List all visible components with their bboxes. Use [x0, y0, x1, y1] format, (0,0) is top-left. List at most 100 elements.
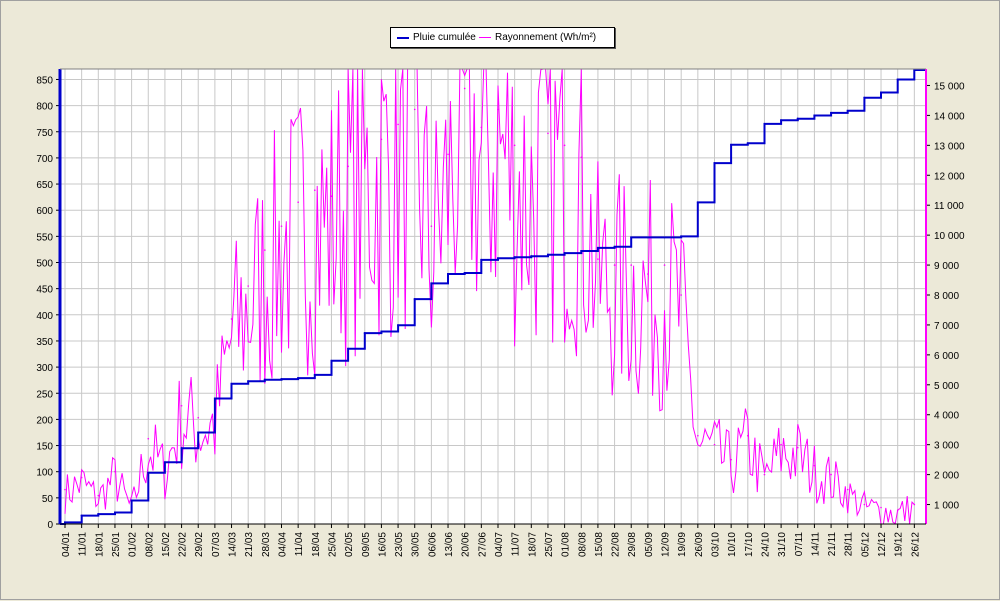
x-tick-label: 22/02: [178, 532, 189, 557]
x-tick-label: 11/04: [294, 532, 305, 557]
x-tick-label: 24/10: [760, 532, 771, 557]
y-left-tick-label: 600: [36, 206, 53, 217]
pluie-cumulee-point: [213, 397, 216, 400]
y-left-tick-label: 200: [36, 415, 53, 426]
x-tick-label: 25/01: [111, 532, 122, 557]
rayonnement-point: [796, 446, 799, 449]
pluie-cumulee-point: [447, 273, 450, 276]
x-tick-label: 04/01: [61, 532, 72, 557]
grid-lines: [60, 69, 926, 525]
y-right-tick-label: 12 000: [934, 171, 965, 182]
pluie-cumulee-point: [463, 271, 466, 274]
pluie-cumulee-point: [830, 111, 833, 114]
rayonnement-point: [663, 264, 666, 266]
rayonnement-point: [597, 258, 599, 260]
pluie-cumulee-point: [230, 382, 233, 385]
pluie-cumulee-point: [596, 246, 599, 249]
pluie-cumulee-point: [846, 109, 849, 112]
rayonnement-point: [680, 294, 682, 296]
pluie-cumulee-point: [313, 373, 316, 376]
pluie-cumulee-point: [97, 513, 100, 516]
pluie-cumulee-point: [630, 236, 633, 239]
x-tick-label: 21/03: [244, 532, 255, 557]
rayonnement-point: [530, 165, 533, 168]
y-left-tick-label: 500: [36, 259, 53, 270]
pluie-cumulee-point: [896, 78, 899, 81]
pluie-cumulee-point: [563, 252, 566, 255]
rayonnement-point: [180, 404, 183, 407]
x-tick-label: 26/09: [694, 532, 705, 557]
rayonnement-point: [846, 488, 849, 491]
y-right-tick-label: 11 000: [934, 201, 964, 212]
x-tick-label: 29/02: [194, 532, 205, 557]
rayonnement-point: [880, 506, 882, 509]
x-tick-label: 18/07: [527, 532, 538, 557]
rayonnement-point: [97, 494, 100, 497]
pluie-cumulee-point: [763, 122, 766, 125]
pluie-cumulee-point: [380, 330, 383, 333]
pluie-cumulee-point: [696, 201, 699, 204]
y-right-tick-label: 13 000: [934, 141, 965, 152]
x-tick-label: 08/02: [144, 532, 155, 557]
x-tick-label: 06/06: [427, 532, 438, 557]
pluie-cumulee-point: [163, 461, 166, 464]
x-tick-label: 28/03: [261, 532, 272, 557]
pluie-cumulee-point: [280, 378, 283, 381]
x-tick-label: 28/11: [844, 532, 855, 557]
y-right-tick-label: 15 000: [934, 81, 965, 92]
x-axis-tick-labels: 04/01 11/01 18/01 25/01 01/02 08/02 15/02 22/02…: [61, 532, 921, 557]
pluie-cumulee-point: [496, 257, 499, 260]
rayonnement-point: [330, 195, 333, 198]
x-tick-label: 30/05: [411, 532, 422, 557]
x-tick-label: 09/05: [361, 532, 372, 557]
pluie-cumulee-point: [197, 431, 200, 434]
rayonnement-point: [230, 318, 233, 320]
pluie-cumulee-point: [746, 142, 749, 145]
y-left-tick-label: 550: [36, 232, 53, 243]
rayonnement-point: [480, 126, 483, 129]
rayonnement-point: [114, 470, 116, 473]
rayonnement-point: [430, 225, 433, 227]
pluie-cumulee-point: [147, 471, 150, 474]
x-tick-label: 14/11: [810, 532, 821, 557]
y-left-tick-label: 850: [36, 75, 53, 86]
y-left-tick-label: 350: [36, 337, 53, 348]
y-left-tick-label: 650: [36, 180, 53, 191]
rayonnement-point: [713, 443, 716, 446]
rayonnement-point: [280, 225, 283, 227]
y-right-tick-label: 9 000: [934, 261, 959, 272]
rayonnement-point: [297, 201, 299, 204]
y-left-tick-label: 300: [36, 363, 53, 374]
rayonnement-point: [747, 434, 749, 437]
y-right-tick-label: 7 000: [934, 321, 959, 332]
pluie-cumulee-point: [680, 235, 683, 238]
pluie-cumulee-point: [413, 298, 416, 301]
rayonnement-point: [197, 416, 200, 419]
rayonnement-point: [447, 153, 449, 156]
legend-label-rayonnement: Rayonnement (Wh/m²): [495, 32, 597, 43]
x-tick-label: 10/10: [727, 532, 738, 557]
y-left-tick-label: 400: [36, 311, 53, 322]
rayonnement-point: [413, 108, 416, 111]
x-tick-label: 14/03: [228, 532, 239, 557]
chart-legend: Pluie cumulée Rayonnement (Wh/m²): [390, 27, 615, 48]
x-tick-label: 03/10: [710, 532, 721, 557]
rayonnement-point: [913, 503, 916, 506]
y-axis-right-tick-labels: 1 000 2 000 3 000 4 000 5 000 6 000 7 000 8 000…: [934, 81, 965, 511]
pluie-cumulee-point: [63, 521, 66, 524]
x-tick-label: 20/06: [461, 532, 472, 557]
x-tick-label: 07/03: [211, 532, 222, 557]
rayonnement-point: [613, 264, 616, 266]
y-left-tick-label: 100: [36, 468, 53, 479]
pluie-cumulee-point: [813, 114, 816, 117]
pluie-cumulee-point: [347, 347, 350, 350]
y-right-tick-label: 4 000: [934, 411, 959, 422]
y-right-tick-label: 3 000: [934, 441, 959, 452]
x-tick-label: 16/05: [377, 532, 388, 557]
x-tick-label: 13/06: [444, 532, 455, 557]
x-tick-label: 08/08: [577, 532, 588, 557]
rayonnement-point: [580, 156, 583, 159]
x-tick-label: 11/01: [78, 532, 89, 557]
rayonnement-point: [647, 273, 649, 275]
y-left-tick-label: 750: [36, 128, 53, 139]
